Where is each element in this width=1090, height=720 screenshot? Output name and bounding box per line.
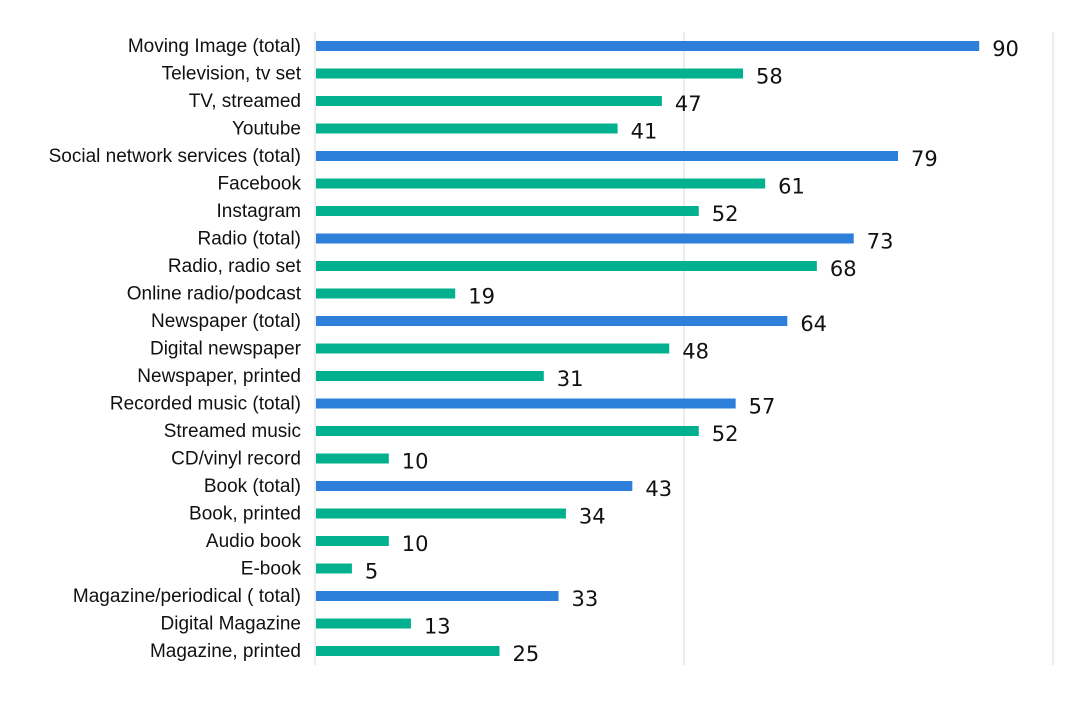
data-label: 47: [675, 92, 702, 116]
category-label: Magazine/periodical ( total): [73, 586, 301, 607]
data-label: 48: [682, 340, 709, 364]
bar: [316, 591, 559, 601]
data-label: 90: [992, 37, 1019, 61]
category-label: Instagram: [217, 201, 301, 222]
category-label: TV, streamed: [189, 91, 301, 112]
data-label: 41: [631, 120, 658, 144]
data-label: 10: [402, 532, 429, 556]
category-label: Recorded music (total): [110, 394, 301, 415]
data-label: 73: [867, 230, 894, 254]
bar: [316, 123, 618, 134]
bar: [316, 178, 766, 189]
bar: [316, 453, 389, 464]
category-label: Magazine, printed: [150, 641, 301, 662]
category-label: Book (total): [204, 476, 301, 497]
category-label: Television, tv set: [162, 64, 302, 85]
bar: [316, 68, 744, 79]
category-label: Audio book: [206, 531, 302, 552]
bar: [316, 398, 736, 409]
bar: [316, 563, 352, 574]
category-label: Newspaper (total): [151, 311, 301, 332]
bar: [316, 426, 699, 436]
category-label: Streamed music: [164, 421, 301, 442]
category-label: Radio, radio set: [168, 256, 302, 277]
category-label: Moving Image (total): [128, 36, 301, 57]
category-label: Online radio/podcast: [127, 284, 302, 305]
bar: [316, 508, 566, 519]
data-label: 13: [424, 615, 451, 639]
data-label: 34: [579, 505, 606, 529]
bar: [316, 261, 817, 271]
category-label: Book, printed: [189, 504, 301, 525]
data-label: 33: [572, 587, 599, 611]
data-label: 68: [830, 257, 857, 281]
category-label: CD/vinyl record: [171, 449, 301, 470]
category-label: E-book: [241, 559, 302, 580]
category-label: Social network services (total): [49, 146, 301, 167]
category-label: Newspaper, printed: [137, 366, 301, 387]
data-label: 79: [911, 147, 938, 171]
data-label: 31: [557, 367, 584, 391]
data-label: 43: [645, 477, 672, 501]
bar: [316, 96, 662, 106]
category-label: Youtube: [232, 119, 301, 140]
data-label: 5: [365, 560, 378, 584]
bar: [316, 343, 670, 354]
bar: [316, 288, 456, 299]
bar: [316, 481, 633, 491]
bar: [316, 151, 899, 161]
data-label: 64: [800, 312, 827, 336]
bar: [316, 206, 699, 216]
bar: [316, 233, 854, 244]
data-label: 52: [712, 422, 739, 446]
bar: [316, 646, 500, 656]
bar: [316, 371, 544, 381]
data-label: 58: [756, 65, 783, 89]
data-label: 61: [778, 175, 805, 199]
bar: [316, 536, 389, 546]
bar: [316, 618, 411, 629]
data-label: 19: [468, 285, 495, 309]
category-label: Digital Magazine: [161, 614, 301, 635]
data-label: 57: [749, 395, 776, 419]
category-label: Digital newspaper: [150, 339, 302, 360]
bar: [316, 41, 980, 51]
data-label: 52: [712, 202, 739, 226]
data-label: 10: [402, 450, 429, 474]
category-label: Facebook: [218, 174, 302, 195]
category-label: Radio (total): [198, 229, 302, 250]
data-label: 25: [513, 642, 540, 666]
bar: [316, 316, 788, 326]
